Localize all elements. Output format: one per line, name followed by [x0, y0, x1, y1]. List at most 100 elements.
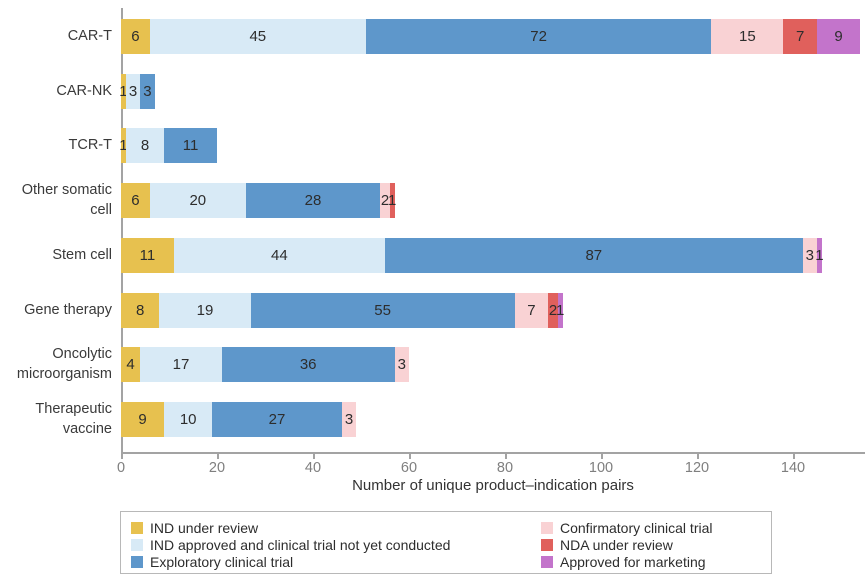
bar-segment: 1: [556, 293, 564, 328]
legend-item: Exploratory clinical trial: [131, 553, 293, 570]
x-axis-tick-label: 40: [304, 460, 322, 476]
x-axis-title: Number of unique product–indication pair…: [352, 477, 634, 494]
legend-item: Approved for marketing: [541, 553, 706, 570]
x-axis-tick-label: 100: [588, 460, 614, 476]
x-axis-tick: [601, 452, 603, 459]
legend-label: NDA under review: [560, 536, 673, 553]
bar-value-label: 19: [196, 302, 214, 319]
bar-value-label: 3: [143, 83, 152, 100]
legend-swatch: [131, 555, 143, 568]
bar-segment: 1: [815, 238, 824, 273]
x-axis-tick-label: 20: [208, 460, 226, 476]
bar-value-label: 15: [739, 28, 756, 45]
category-label: Oncolytic microorganism: [16, 345, 112, 382]
bar-value-label: 17: [172, 356, 190, 373]
bar-segment: 20: [149, 183, 246, 218]
bar-segment: 1: [119, 74, 128, 109]
bar-value-label: 1: [119, 137, 128, 154]
x-axis-tick-label: 0: [116, 460, 126, 476]
bar-segment: 8: [125, 128, 165, 163]
bar-segment: 3: [341, 402, 357, 437]
bar-value-label: 11: [182, 137, 199, 154]
bar-segment: 10: [164, 402, 213, 437]
x-axis-tick-label: 140: [780, 460, 806, 476]
bar-value-label: 2: [380, 192, 390, 209]
bar-segment: 9: [817, 19, 861, 54]
bar-segment: 11: [164, 128, 217, 163]
bar-segment: 9: [121, 402, 165, 437]
bar-segment: 3: [140, 74, 155, 109]
legend: IND under review IND approved and clinica…: [120, 511, 772, 574]
x-axis-tick: [793, 452, 795, 459]
bar-segment: 4: [121, 347, 141, 382]
bar-value-label: 1: [119, 83, 128, 100]
bar-value-label: 6: [131, 192, 140, 209]
bar-segment: 1: [119, 128, 128, 163]
bar-segment: 72: [365, 19, 712, 54]
bar-segment: 19: [159, 293, 251, 328]
category-label: Stem cell: [52, 246, 112, 263]
bar-value-label: 3: [805, 247, 814, 264]
category-label: Therapeutic vaccine: [35, 400, 112, 437]
x-axis-tick: [697, 452, 699, 459]
bar-value-label: 55: [374, 302, 391, 319]
legend-label: IND approved and clinical trial not yet …: [150, 536, 451, 553]
bar-value-label: 3: [344, 411, 354, 428]
legend-swatch: [131, 521, 143, 534]
bar-value-label: 2: [548, 302, 558, 319]
bar-value-label: 87: [585, 247, 603, 264]
x-axis-tick: [409, 452, 411, 459]
legend-label: Confirmatory clinical trial: [560, 519, 713, 536]
bar-segment: 3: [802, 238, 817, 273]
bar-segment: 1: [388, 183, 397, 218]
legend-swatch: [541, 521, 553, 534]
bar-value-label: 28: [304, 192, 322, 209]
y-axis-line: [121, 8, 123, 453]
bar-value-label: 11: [139, 247, 156, 264]
legend-swatch: [541, 538, 553, 551]
bar-value-label: 8: [136, 302, 145, 319]
bar-value-label: 6: [131, 28, 140, 45]
bar-segment: 36: [221, 347, 395, 382]
x-axis-line: [121, 452, 865, 454]
bar-segment: 3: [394, 347, 409, 382]
bar-segment: 87: [385, 238, 803, 273]
bar-value-label: 10: [179, 411, 197, 428]
bar-value-label: 7: [796, 28, 805, 45]
bar-segment: 8: [121, 293, 160, 328]
bar-value-label: 36: [299, 356, 317, 373]
bar-value-label: 72: [530, 28, 547, 45]
legend-swatch: [541, 555, 553, 568]
category-label: Other somatic cell: [21, 181, 112, 218]
bar-segment: 45: [149, 19, 366, 54]
bar-segment: 7: [514, 293, 549, 328]
legend-item: IND under review: [131, 519, 258, 536]
bar-value-label: 7: [527, 302, 536, 319]
bar-value-label: 4: [126, 356, 135, 373]
bar-segment: 3: [125, 74, 141, 109]
category-label: TCR-T: [68, 136, 113, 153]
bar-value-label: 3: [128, 83, 138, 100]
bar-segment: 6: [121, 19, 150, 54]
bar-value-label: 44: [271, 247, 288, 264]
bar-segment: 15: [711, 19, 784, 54]
x-axis-tick-label: 80: [496, 460, 514, 476]
x-axis-tick: [217, 452, 219, 459]
legend-swatch: [131, 538, 143, 551]
bar-segment: 44: [173, 238, 385, 273]
x-axis-tick: [121, 452, 123, 459]
category-label: Gene therapy: [24, 301, 112, 318]
legend-item: NDA under review: [541, 536, 673, 553]
bar-segment: 2: [548, 293, 558, 328]
bar-segment: 27: [212, 402, 342, 437]
legend-item: IND approved and clinical trial not yet …: [131, 536, 450, 553]
bar-value-label: 1: [388, 192, 397, 209]
bar-value-label: 1: [815, 247, 824, 264]
bar-segment: 7: [783, 19, 817, 54]
bar-segment: 55: [250, 293, 515, 328]
x-axis-tick: [313, 452, 315, 459]
x-axis-tick: [505, 452, 507, 459]
bar-value-label: 27: [268, 411, 286, 428]
x-axis-tick-label: 120: [684, 460, 710, 476]
